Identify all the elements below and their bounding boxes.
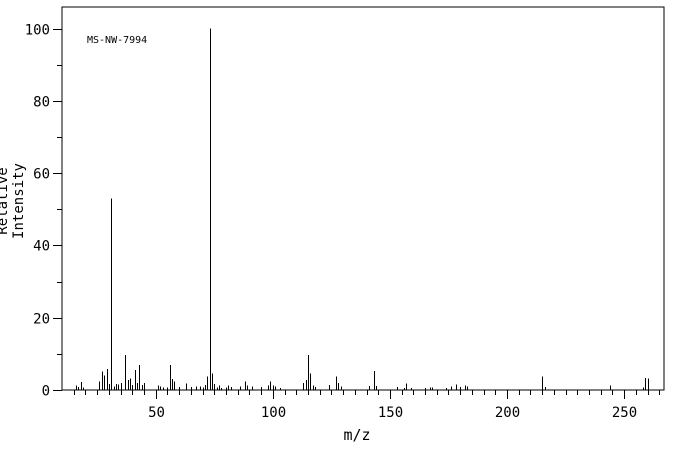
- x-tick-label-150: 150: [378, 405, 403, 421]
- x-tick-label-50: 50: [148, 405, 165, 421]
- y-axis-label: Relative Intensity: [0, 163, 27, 239]
- y-tick-label-100: 100: [25, 23, 50, 39]
- y-tick-label-80: 80: [33, 95, 50, 111]
- x-axis-label: m/z: [343, 426, 371, 444]
- y-tick-label-0: 0: [42, 384, 50, 400]
- y-tick-label-60: 60: [33, 167, 50, 183]
- x-tick-label-100: 100: [261, 405, 286, 421]
- x-tick-label-200: 200: [495, 405, 520, 421]
- y-tick-label-40: 40: [33, 239, 50, 255]
- plot-border: [61, 6, 665, 391]
- spectrum-id-annotation: MS-NW-7994: [87, 35, 148, 46]
- y-tick-label-20: 20: [33, 312, 50, 328]
- x-tick-label-250: 250: [612, 405, 637, 421]
